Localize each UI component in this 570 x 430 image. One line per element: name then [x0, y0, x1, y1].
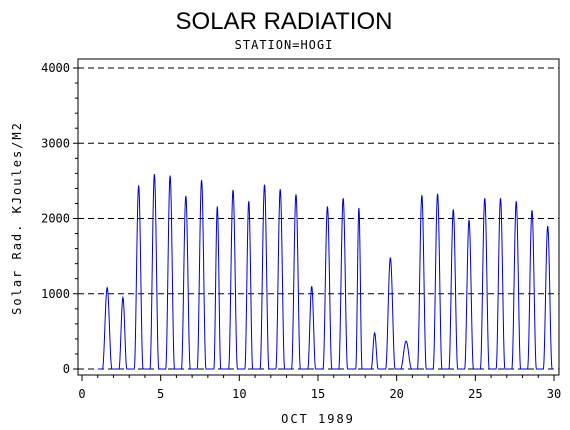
daily-peak-point	[358, 207, 359, 208]
axis-ticks: 0 1000 2000 3000 4000 0 5 10 15 20 25 30	[41, 61, 561, 401]
daily-peak-point	[406, 341, 407, 342]
y-axis-label: Solar Rad. KJoules/M2	[10, 121, 24, 315]
daily-peak-point	[453, 209, 454, 210]
daily-peak-point	[500, 198, 501, 199]
daily-peak-point	[343, 198, 344, 199]
daily-peak-point	[421, 195, 422, 196]
daily-peak-point	[201, 180, 202, 181]
daily-peak-point	[280, 189, 281, 190]
x-tick-label: 15	[311, 387, 325, 401]
daily-peak-point	[107, 287, 108, 288]
daily-peak-point	[122, 297, 123, 298]
daily-peak-point	[154, 174, 155, 175]
daily-peak-point	[374, 332, 375, 333]
y-tick-label: 4000	[41, 61, 70, 75]
y-tick-label: 0	[63, 362, 70, 376]
daily-peak-point	[170, 175, 171, 176]
daily-peak-point	[264, 184, 265, 185]
daily-peak-point	[185, 195, 186, 196]
daily-peak-point	[138, 185, 139, 186]
daily-peak-point	[217, 206, 218, 207]
daily-peak-point	[295, 194, 296, 195]
daily-peak-point	[547, 225, 548, 226]
x-tick-label: 5	[157, 387, 164, 401]
series-group	[97, 174, 554, 370]
x-tick-label: 0	[78, 387, 85, 401]
daily-peak-point	[516, 201, 517, 202]
chart-subtitle: STATION=HOGI	[235, 38, 334, 52]
grid-lines	[78, 67, 559, 370]
x-axis-label: OCT 1989	[281, 412, 355, 426]
x-tick-label: 30	[547, 387, 561, 401]
y-tick-label: 2000	[41, 212, 70, 226]
y-tick-label: 3000	[41, 136, 70, 150]
daily-peak-point	[311, 286, 312, 287]
x-tick-label: 25	[468, 387, 482, 401]
daily-peak-point	[437, 193, 438, 194]
daily-peak-point	[327, 206, 328, 207]
daily-peak-point	[232, 189, 233, 190]
x-tick-label: 10	[232, 387, 246, 401]
series-line	[97, 174, 554, 370]
daily-peak-point	[248, 201, 249, 202]
daily-peak-point	[484, 198, 485, 199]
daily-peak-point	[468, 219, 469, 220]
chart-title: SOLAR RADIATION	[176, 8, 393, 35]
y-tick-label: 1000	[41, 287, 70, 301]
x-tick-label: 20	[389, 387, 403, 401]
plot-frame	[77, 58, 560, 376]
daily-peak-point	[531, 210, 532, 211]
daily-peak-point	[390, 257, 391, 258]
